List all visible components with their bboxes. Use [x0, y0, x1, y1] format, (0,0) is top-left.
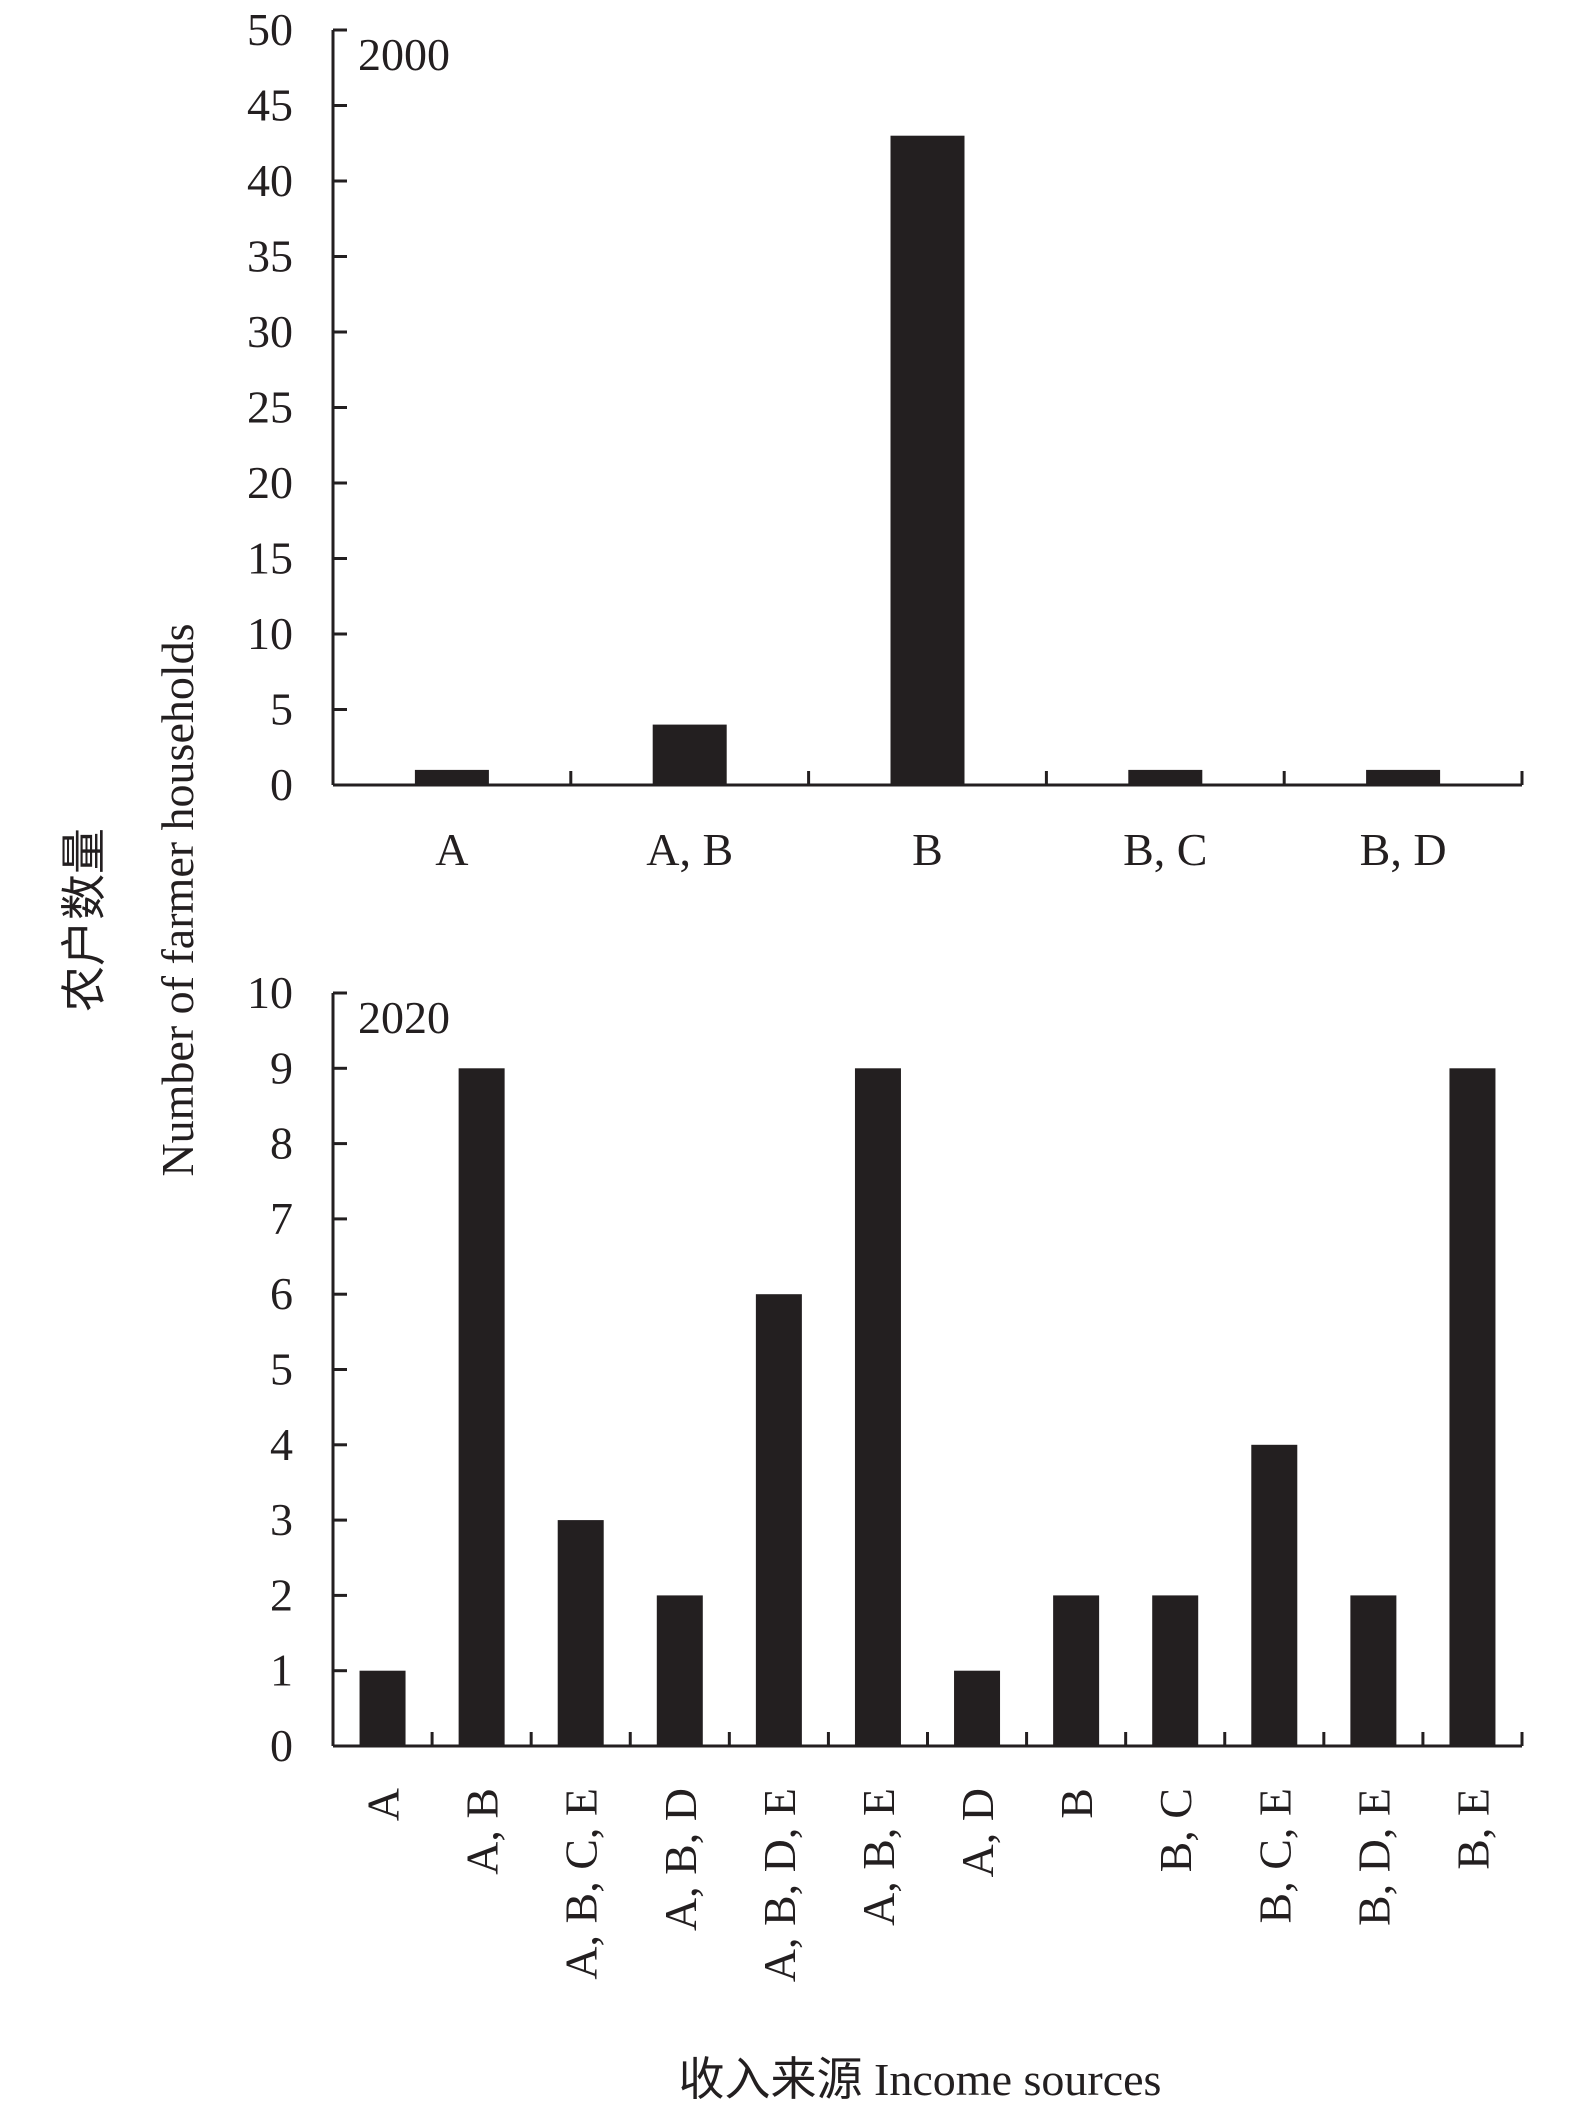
bar — [458, 1068, 505, 1746]
y-tick-label: 10 — [247, 967, 293, 1018]
y-tick-label: 3 — [270, 1494, 293, 1545]
x-category-label: B — [912, 824, 943, 875]
y-tick-label: 7 — [270, 1193, 293, 1244]
y-tick-label: 10 — [247, 608, 293, 659]
panel-2000: 0 5 10 15 20 25 30 35 40 45 50 A A, B B B, C B, D 2000 — [247, 4, 1524, 875]
y-tick-label: 50 — [247, 4, 293, 55]
y-tick-label: 25 — [247, 382, 293, 433]
x-category-label: A, D — [952, 1788, 1003, 1877]
y-tick-label: 40 — [247, 155, 293, 206]
x-category-label: A, B, D — [655, 1788, 706, 1931]
y-tick-label: 4 — [270, 1419, 293, 1470]
y-axis-title-english: Number of farmer households — [152, 623, 203, 1176]
x-category-label: A, B — [646, 824, 733, 875]
x-category-label: A, B, D, E — [754, 1788, 805, 1982]
bar — [755, 1294, 802, 1746]
panel-2020: 0 1 2 3 4 5 6 7 8 9 10 A A, B A, B, C, E A, B, D A, B, … — [247, 967, 1524, 1982]
y-tick-label: 2 — [270, 1569, 293, 1620]
x-category-label: A, B — [457, 1788, 508, 1875]
bar — [656, 1595, 703, 1746]
x-category-label: B, D — [1360, 824, 1447, 875]
x-category-label: B, E — [1447, 1788, 1498, 1870]
y-axis-title-chinese: 农户数量 — [59, 828, 110, 1012]
y-tick-label: 20 — [247, 457, 293, 508]
bar — [1350, 1595, 1397, 1746]
x-category-label: A, B, C, E — [556, 1788, 607, 1980]
x-category-label: B, C — [1150, 1788, 1201, 1872]
bar — [1053, 1595, 1100, 1746]
y-tick-label: 5 — [270, 684, 293, 735]
y-tick-label: 9 — [270, 1042, 293, 1093]
y-tick-label: 15 — [247, 533, 293, 584]
bar — [652, 724, 727, 785]
y-tick-label: 1 — [270, 1645, 293, 1696]
y-tick-label: 0 — [270, 759, 293, 810]
bar — [557, 1520, 604, 1746]
x-category-label: A — [358, 1788, 409, 1821]
bar — [854, 1068, 901, 1746]
y-tick-label: 0 — [270, 1720, 293, 1771]
y-tick-label: 35 — [247, 231, 293, 282]
bar — [1366, 769, 1441, 785]
x-category-label: B — [1051, 1788, 1102, 1819]
x-category-label: A, B, E — [853, 1788, 904, 1926]
x-category-label: B, D, E — [1348, 1788, 1399, 1926]
bar — [1251, 1444, 1298, 1746]
y-tick-label: 30 — [247, 306, 293, 357]
bar — [359, 1670, 406, 1746]
y-tick-label: 5 — [270, 1344, 293, 1395]
bar — [1449, 1068, 1496, 1746]
y-tick-label: 6 — [270, 1268, 293, 1319]
y-tick-label: 8 — [270, 1118, 293, 1169]
bar — [414, 769, 489, 785]
x-category-label: B, C — [1123, 824, 1207, 875]
y-tick-label: 45 — [247, 80, 293, 131]
bar — [1152, 1595, 1199, 1746]
x-category-label: A — [435, 824, 468, 875]
x-category-label: B, C, E — [1249, 1788, 1300, 1923]
panel-year-label: 2000 — [358, 29, 450, 80]
x-axis-title: 收入来源 Income sources — [679, 2054, 1162, 2105]
bar — [890, 135, 965, 785]
bar — [954, 1670, 1001, 1746]
bar — [1128, 769, 1203, 785]
panel-year-label: 2020 — [358, 992, 450, 1043]
